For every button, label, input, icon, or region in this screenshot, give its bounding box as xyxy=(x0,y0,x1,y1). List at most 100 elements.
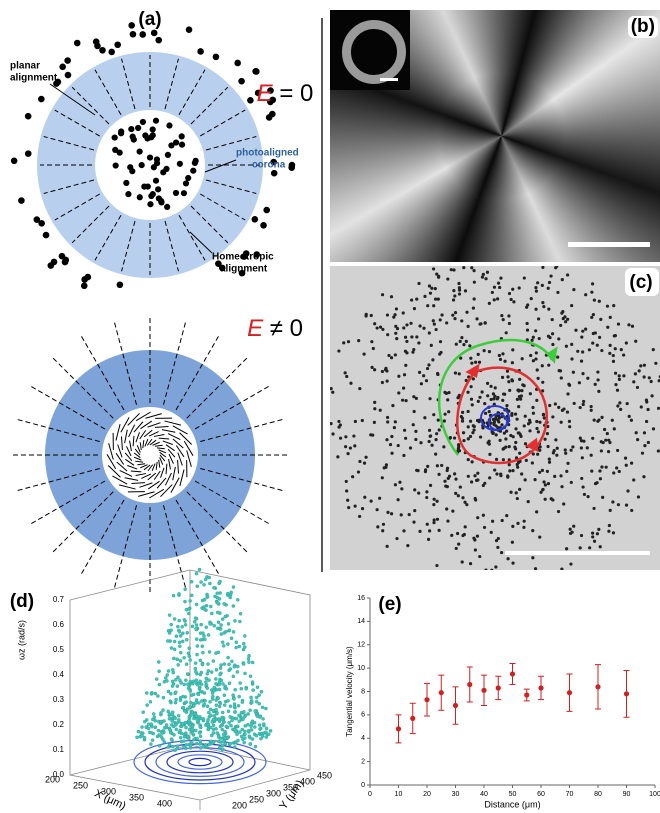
particle xyxy=(432,503,436,507)
point xyxy=(224,724,229,729)
point xyxy=(220,710,225,715)
particle xyxy=(498,438,502,442)
director xyxy=(149,439,157,446)
particle xyxy=(435,432,439,436)
particle xyxy=(587,348,591,352)
panel-label: (c) xyxy=(629,272,652,293)
particle xyxy=(394,307,399,311)
particle xyxy=(624,503,629,507)
point xyxy=(135,735,139,740)
particle xyxy=(375,326,379,330)
point xyxy=(182,618,187,622)
point xyxy=(210,611,214,616)
particle xyxy=(394,331,398,335)
point xyxy=(237,694,241,699)
point xyxy=(198,689,203,694)
particle xyxy=(553,402,557,406)
particle xyxy=(466,409,470,414)
point xyxy=(145,703,149,707)
director xyxy=(139,442,142,451)
particle xyxy=(566,273,570,277)
particle xyxy=(447,410,451,414)
point xyxy=(216,620,221,625)
dot xyxy=(265,114,273,121)
particle xyxy=(372,420,376,424)
particle xyxy=(373,368,377,372)
point xyxy=(207,678,211,682)
particle xyxy=(423,416,427,420)
dot xyxy=(47,262,55,269)
point xyxy=(208,707,213,712)
particle xyxy=(605,304,610,308)
director xyxy=(205,136,257,151)
particle xyxy=(451,298,456,302)
dot xyxy=(270,158,277,166)
particle xyxy=(480,390,484,394)
micrograph-b: (b) xyxy=(330,10,660,262)
point xyxy=(195,718,200,723)
particle xyxy=(471,377,475,381)
point xyxy=(233,727,237,732)
dot xyxy=(135,124,142,132)
particle xyxy=(557,337,561,341)
particle xyxy=(545,432,550,436)
point xyxy=(153,725,158,729)
var: E xyxy=(247,315,264,342)
point xyxy=(395,726,402,732)
point xyxy=(175,657,180,662)
dot xyxy=(146,154,154,161)
point xyxy=(205,686,210,690)
particle xyxy=(505,579,508,582)
point xyxy=(188,599,192,603)
point xyxy=(211,708,216,713)
particle xyxy=(373,322,377,326)
point xyxy=(211,723,216,727)
point xyxy=(178,650,183,655)
director xyxy=(179,432,193,445)
particle xyxy=(636,495,641,499)
point xyxy=(259,736,263,741)
point xyxy=(253,725,257,729)
particle xyxy=(409,321,413,325)
particle xyxy=(608,315,612,319)
particle xyxy=(445,321,449,325)
particle xyxy=(523,442,528,446)
point xyxy=(200,662,205,667)
particle xyxy=(585,446,589,450)
director xyxy=(178,69,206,116)
particle xyxy=(525,305,529,309)
point xyxy=(177,629,182,634)
point xyxy=(184,662,189,666)
particle xyxy=(623,456,628,460)
point xyxy=(206,662,210,666)
point xyxy=(181,705,186,710)
particle xyxy=(541,389,545,393)
particle xyxy=(403,335,408,339)
particle xyxy=(426,304,430,308)
dot xyxy=(73,39,81,47)
x-tick-label: 90 xyxy=(623,791,631,798)
particle xyxy=(516,465,520,469)
particle xyxy=(546,334,551,338)
point xyxy=(217,597,222,601)
particle xyxy=(499,276,503,280)
particle xyxy=(574,328,578,332)
point xyxy=(194,637,199,641)
particle xyxy=(563,315,567,319)
particle xyxy=(472,536,476,540)
point xyxy=(182,709,187,713)
particle xyxy=(496,545,500,550)
particle xyxy=(457,393,461,397)
point xyxy=(180,625,184,629)
point xyxy=(149,742,153,746)
point xyxy=(178,735,183,740)
particle xyxy=(461,431,466,435)
director xyxy=(147,472,157,481)
particle xyxy=(564,320,568,324)
point xyxy=(193,661,198,665)
panel-label: (b) xyxy=(627,16,658,38)
particle xyxy=(558,369,563,373)
particle xyxy=(559,376,563,380)
point xyxy=(220,617,225,621)
